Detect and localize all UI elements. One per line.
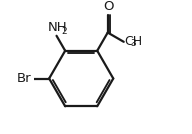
Text: Br: Br — [17, 72, 31, 85]
Text: CH: CH — [124, 35, 142, 48]
Text: 2: 2 — [62, 27, 67, 36]
Text: O: O — [103, 0, 114, 13]
Text: NH: NH — [47, 21, 67, 34]
Text: 3: 3 — [130, 39, 136, 48]
